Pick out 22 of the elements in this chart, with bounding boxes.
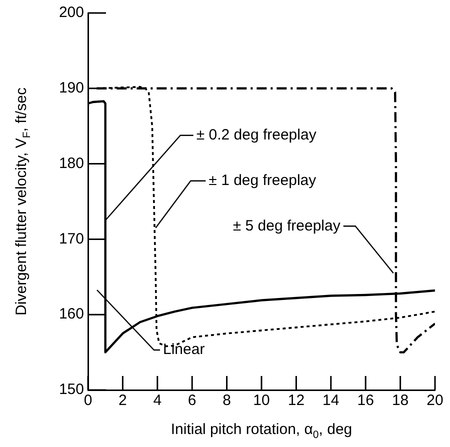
x-tick-label: 16 (357, 392, 374, 410)
x-tick-label: 12 (288, 392, 305, 410)
annotation: Linear (163, 341, 205, 358)
y-tick-label: 190 (58, 80, 84, 97)
annotation: ± 1 deg freeplay (208, 172, 317, 190)
x-tick-label: 2 (118, 392, 127, 410)
y-axis-title: Divergent flutter velocity, VF, ft/sec (13, 87, 34, 316)
x-tick-label: 8 (222, 392, 231, 410)
y-tick-label: 150 (58, 381, 84, 398)
annotation: ± 0.2 deg freeplay (196, 126, 317, 144)
x-tick-label: 20 (426, 392, 444, 410)
y-tick-label: 180 (58, 154, 84, 172)
y-tick-label: 160 (58, 306, 84, 323)
x-tick-label: 0 (84, 392, 92, 410)
x-tick-label: 4 (153, 392, 162, 410)
x-tick-label: 6 (188, 392, 196, 410)
x-tick-label: 14 (322, 392, 340, 410)
y-tick-label: 170 (58, 230, 84, 248)
y-tick-label: 200 (58, 4, 84, 22)
x-tick-label: 10 (253, 392, 270, 410)
x-tick-label: 18 (392, 392, 409, 410)
annotation: ± 5 deg freeplay (232, 217, 341, 234)
